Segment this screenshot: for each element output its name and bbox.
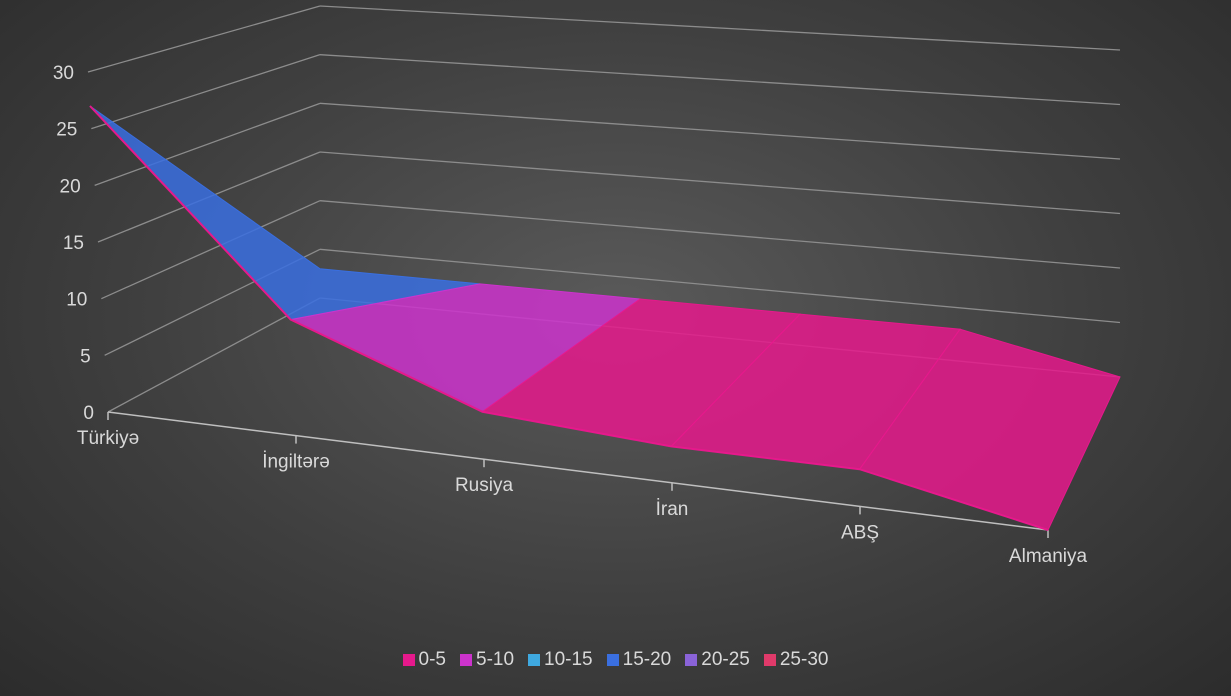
y-tick-label: 0 (83, 403, 94, 424)
legend-label: 25-30 (779, 649, 829, 670)
legend-item: 25-30 (763, 649, 829, 671)
legend-label: 5-10 (476, 649, 515, 670)
gridline-side (94, 102, 321, 186)
gridline-back (319, 248, 1121, 324)
legend-item: 20-25 (685, 649, 750, 671)
x-axis-ticks: Türkiyə İngiltərə Rusiya İran ABŞ Almaniya (77, 428, 1088, 567)
y-tick-label: 5 (80, 346, 91, 367)
gridline-back (319, 54, 1121, 106)
x-axis-line (107, 411, 1049, 531)
x-tick-label: Rusiya (455, 475, 514, 496)
legend-label: 0-5 (418, 649, 446, 670)
gridline-side (107, 297, 321, 413)
gridline-back (319, 5, 1121, 51)
legend-swatch (460, 654, 472, 666)
gridlines (87, 5, 1121, 413)
x-tick-label: ABŞ (841, 522, 879, 543)
y-tick-label: 20 (60, 176, 81, 197)
gridline-back (319, 102, 1121, 160)
legend-swatch (402, 654, 415, 666)
gridline-side (91, 54, 321, 130)
legend-swatch (528, 654, 541, 666)
x-axis (107, 411, 1049, 538)
x-tick-label: İran (656, 499, 689, 520)
gridline-side (101, 200, 321, 300)
legend-swatch (685, 654, 698, 666)
x-tick-label: İngiltərə (262, 452, 330, 473)
legend-label: 10-15 (544, 649, 593, 670)
gridline-side (87, 5, 321, 73)
y-tick-label: 25 (56, 120, 77, 141)
legend-label: 15-20 (622, 649, 672, 670)
legend-item: 10-15 (528, 649, 593, 671)
x-tick-label: Türkiyə (77, 428, 139, 449)
gridline-back (319, 200, 1121, 269)
legend-label: 20-25 (701, 649, 750, 670)
legend-swatch (763, 654, 776, 666)
surface-front-edge (89, 105, 1049, 531)
y-tick-label: 10 (66, 290, 87, 311)
legend: 0-5 5-10 10-15 15-20 20-25 25-30 (0, 648, 1231, 672)
surface (89, 105, 1121, 531)
legend-item: 15-20 (606, 649, 672, 671)
legend-item: 5-10 (460, 649, 514, 671)
y-tick-label: 15 (63, 233, 84, 254)
y-axis-ticks: 0 5 10 15 20 25 30 (53, 63, 94, 424)
surface-segment (89, 105, 481, 321)
legend-item: 0-5 (402, 649, 446, 671)
legend-swatch (606, 654, 619, 666)
gridline-back (319, 151, 1121, 215)
x-tick-label: Almaniya (1009, 546, 1088, 567)
y-tick-label: 30 (53, 63, 74, 84)
